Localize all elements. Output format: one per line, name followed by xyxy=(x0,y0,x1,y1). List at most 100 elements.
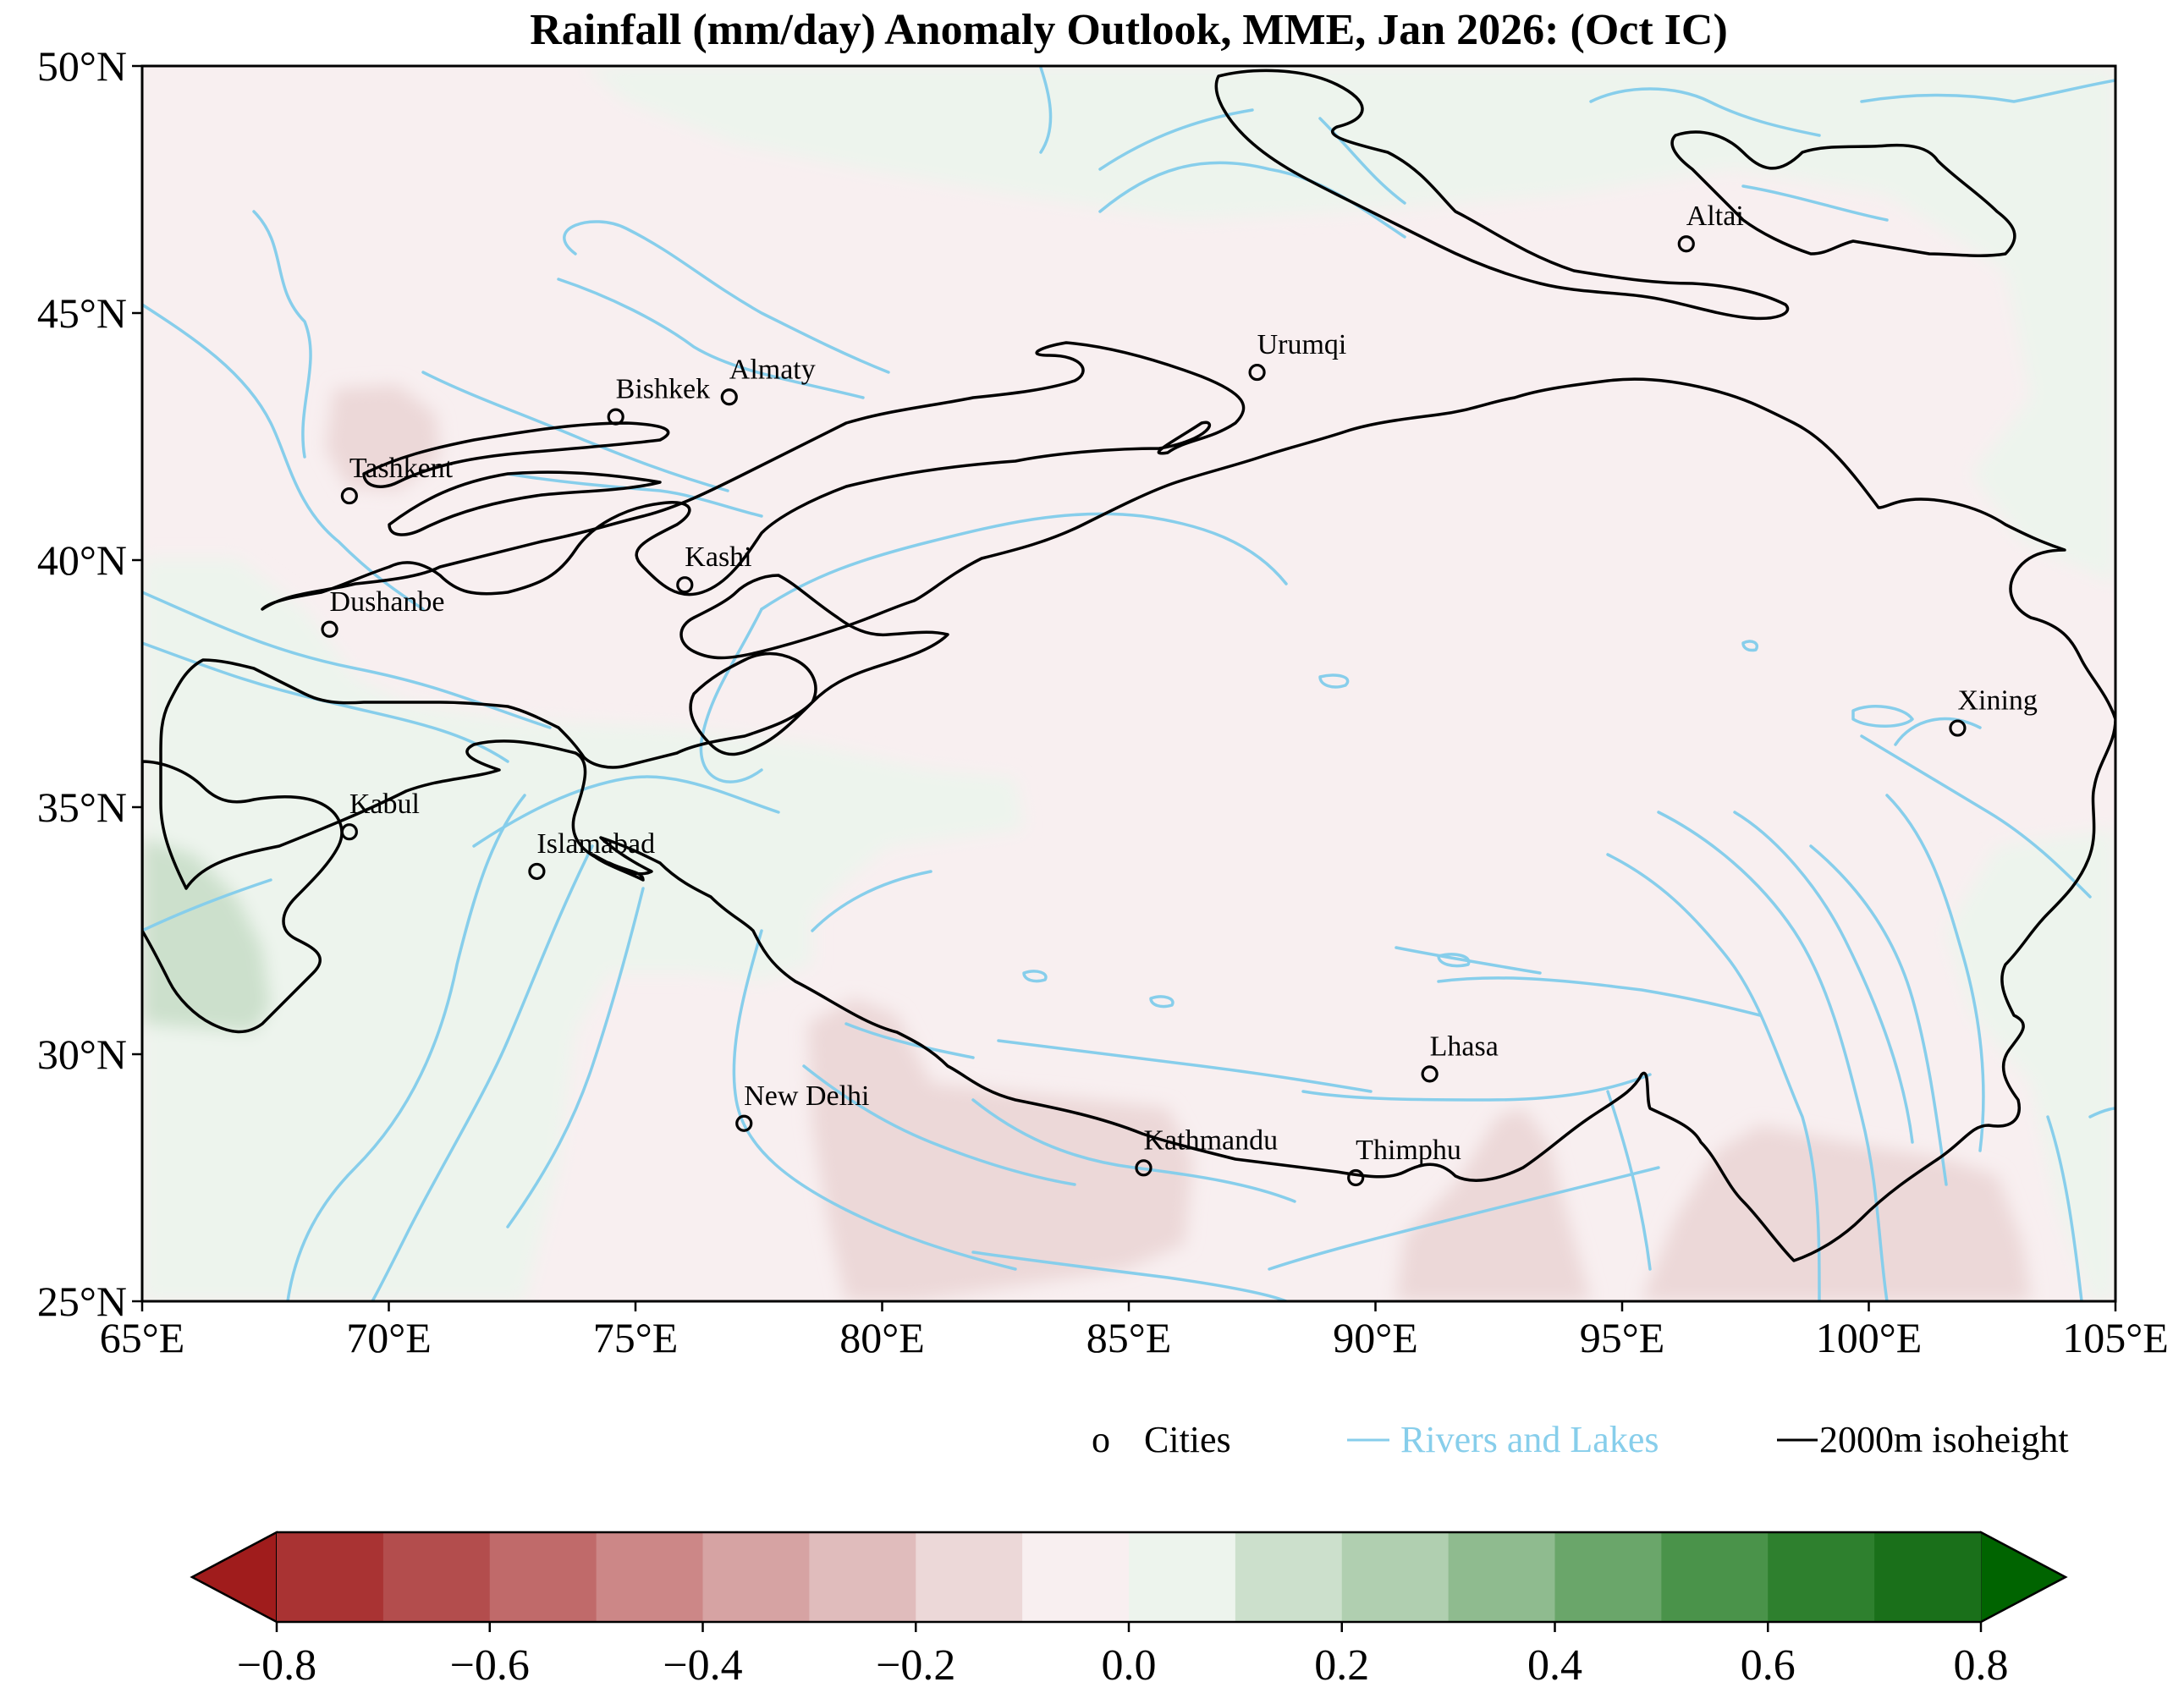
x-tick-label: 85°E xyxy=(1086,1314,1172,1361)
wet-west xyxy=(142,558,1024,1301)
city-lhasa: Lhasa xyxy=(1421,1031,1499,1083)
city-marker xyxy=(1949,719,1967,737)
river xyxy=(1860,79,2115,103)
colorbar-tick-label: 0.8 xyxy=(1954,1641,2009,1690)
lake xyxy=(1437,953,1471,968)
colorbar-tick-label: 0.2 xyxy=(1314,1641,1369,1690)
river xyxy=(732,929,1017,1271)
river xyxy=(421,371,729,492)
isoheight-2000m-layer xyxy=(142,69,2115,1262)
city-new-delhi: New Delhi xyxy=(735,1080,870,1132)
colorbar-segment xyxy=(1448,1532,1556,1622)
dry-bhutan xyxy=(1396,1108,1591,1301)
river xyxy=(1268,1166,1660,1271)
city-kashi: Kashi xyxy=(676,541,752,594)
map-title: Rainfall (mm/day) Anomaly Outlook, MME, … xyxy=(530,6,1728,54)
city-label: Kabul xyxy=(349,789,420,820)
river xyxy=(252,210,312,459)
lake xyxy=(1318,673,1350,689)
colorbar-segment xyxy=(596,1532,704,1622)
dry-nepal xyxy=(808,998,1193,1301)
colorbar-segment xyxy=(382,1532,491,1622)
isoheight-legend-label: 2000m isoheight xyxy=(1819,1419,2069,1460)
isoheight-contour-mongolia xyxy=(1670,130,2016,257)
river xyxy=(971,1251,1288,1301)
river xyxy=(971,1098,1296,1203)
x-axis: 65°E 70°E 75°E 80°E 85°E 90°E 95°E 100°E 105°E xyxy=(100,1301,2169,1361)
isoheight-contour-tianshan xyxy=(261,341,1246,611)
city-marker xyxy=(1248,363,1266,382)
river xyxy=(1741,184,1889,222)
river xyxy=(506,472,763,518)
city-marker xyxy=(1347,1168,1365,1187)
city-tashkent: Tashkent xyxy=(340,453,454,505)
isoheight-contour-altai xyxy=(1214,69,1790,321)
city-label: New Delhi xyxy=(744,1080,869,1112)
colorbar-segment xyxy=(277,1532,384,1622)
colorbar-segment xyxy=(702,1532,810,1622)
city-marker xyxy=(720,388,738,406)
city-bishkek: Bishkek xyxy=(607,374,710,426)
city-label: Thimphu xyxy=(1356,1135,1461,1166)
x-tick-label: 80°E xyxy=(839,1314,925,1361)
x-tick-label: 70°E xyxy=(346,1314,432,1361)
isoheight-contour-western-afghanistan xyxy=(142,760,344,1034)
x-tick-label: 105°E xyxy=(2062,1314,2169,1361)
river xyxy=(1395,946,1542,975)
colorbar-tick-label: −0.4 xyxy=(663,1641,742,1690)
river xyxy=(1098,108,1254,171)
y-axis: 25°N 30°N 35°N 40°N 45°N 50°N xyxy=(37,42,142,1325)
colorbar-segment xyxy=(1554,1532,1662,1622)
river xyxy=(1318,117,1406,205)
colorbar-segment xyxy=(1129,1532,1236,1622)
isoheight-contour-fergana xyxy=(388,470,662,536)
city-altai: Altai xyxy=(1677,201,1744,253)
river xyxy=(1606,853,1821,1301)
wet-afghanistan xyxy=(142,838,271,1032)
y-tick-label: 40°N xyxy=(37,536,127,584)
river xyxy=(844,1022,975,1059)
river xyxy=(1657,811,1889,1301)
colorbar-tick-label: −0.6 xyxy=(450,1641,530,1690)
colorbar-tick-label: −0.2 xyxy=(876,1641,955,1690)
colorbar-tick-label: 0.6 xyxy=(1741,1641,1796,1690)
colorbar-tick-label: 0.4 xyxy=(1527,1641,1582,1690)
river xyxy=(1809,844,1948,1186)
city-dushanbe: Dushanbe xyxy=(321,586,445,638)
city-almaty: Almaty xyxy=(720,354,816,406)
rivers-legend-label: Rivers and Lakes xyxy=(1400,1419,1659,1460)
y-tick-label: 50°N xyxy=(37,42,127,90)
river xyxy=(1733,811,1914,1144)
river xyxy=(506,887,645,1229)
river xyxy=(2046,1115,2083,1301)
city-label: Xining xyxy=(1957,685,2037,717)
river xyxy=(802,1064,1076,1186)
city-kathmandu: Kathmandu xyxy=(1135,1124,1278,1177)
city-label: Kashi xyxy=(685,541,751,573)
x-tick-label: 75°E xyxy=(593,1314,679,1361)
colorbar-segment xyxy=(1235,1532,1343,1622)
x-tick-label: 65°E xyxy=(100,1314,185,1361)
y-tick-label: 35°N xyxy=(37,783,127,831)
isoheight-contour-bishkek-ridge xyxy=(362,421,670,488)
city-label: Islamabad xyxy=(536,828,655,860)
wet-northeast xyxy=(584,66,2115,584)
river xyxy=(371,844,594,1301)
dry-tashkent xyxy=(326,385,440,491)
city-label: Tashkent xyxy=(349,453,454,484)
anomaly-layer xyxy=(142,66,2115,1301)
city-urumqi: Urumqi xyxy=(1248,329,1346,382)
map-area: Altai Urumqi Almaty Bishkek Tashkent Kashi Dus… xyxy=(142,66,2115,1301)
city-marker xyxy=(321,620,338,638)
wet-east-edge xyxy=(1946,829,2115,1301)
city-marker xyxy=(1677,235,1695,253)
river xyxy=(557,278,865,399)
lake xyxy=(1022,970,1048,983)
river xyxy=(142,878,272,932)
x-tick-label: 100°E xyxy=(1816,1314,1923,1361)
city-marker xyxy=(340,823,358,841)
river xyxy=(286,794,526,1301)
city-xining: Xining xyxy=(1949,685,2038,737)
river xyxy=(811,870,932,932)
